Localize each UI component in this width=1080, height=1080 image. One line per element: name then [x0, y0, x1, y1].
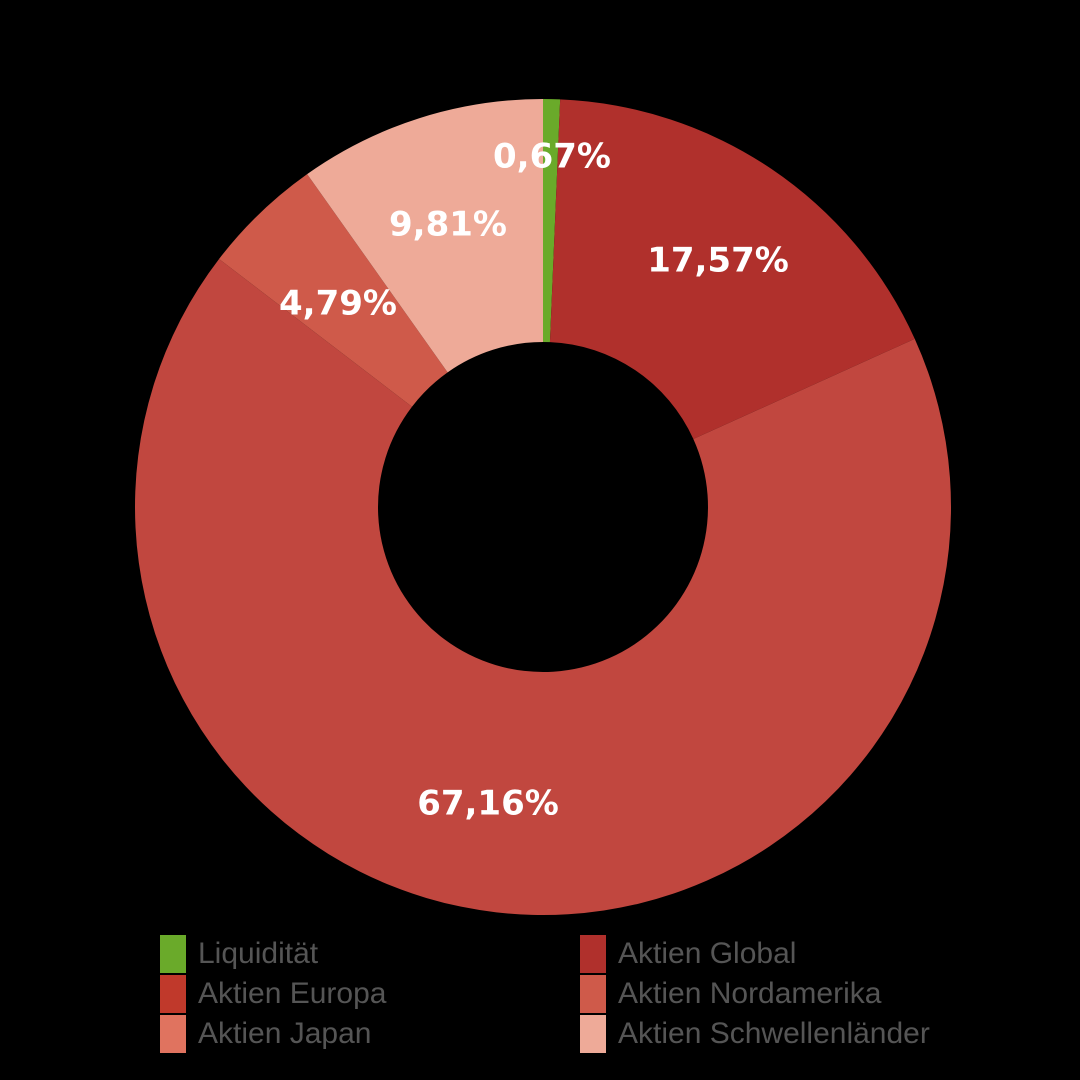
legend-swatch	[160, 935, 186, 973]
legend-item-aktien-global: Aktien Global	[580, 935, 960, 973]
slice-value-label: 9,81%	[389, 205, 507, 245]
legend-item-aktien-schwellenlaender: Aktien Schwellenländer	[580, 1015, 960, 1053]
legend-item-liquiditaet: Liquidität	[160, 935, 580, 973]
legend-swatch	[160, 975, 186, 1013]
donut-slice	[307, 99, 543, 373]
legend-label: Liquidität	[198, 937, 319, 970]
slice-value-label: 67,16%	[417, 784, 559, 824]
donut-slice	[134, 258, 951, 916]
legend-item-aktien-japan: Aktien Japan	[160, 1015, 580, 1053]
slice-value-label: 4,79%	[279, 284, 397, 324]
legend-label: Aktien Europa	[198, 977, 387, 1010]
legend-label: Aktien Nordamerika	[618, 977, 882, 1010]
donut-slice	[219, 174, 448, 407]
slice-value-label: 17,57%	[647, 241, 789, 281]
legend-item-aktien-europa: Aktien Europa	[160, 975, 580, 1013]
legend-swatch	[580, 975, 606, 1013]
slice-value-label: 0,67%	[493, 137, 611, 177]
legend-label: Aktien Japan	[198, 1017, 372, 1050]
chart-legend: Liquidität Aktien Global Aktien Europa A…	[160, 935, 960, 1053]
donut-slice	[549, 99, 915, 440]
donut-slice	[543, 99, 561, 343]
legend-swatch	[580, 935, 606, 973]
legend-item-aktien-nordamerika: Aktien Nordamerika	[580, 975, 960, 1013]
legend-label: Aktien Schwellenländer	[618, 1017, 930, 1050]
legend-swatch	[160, 1015, 186, 1053]
legend-swatch	[580, 1015, 606, 1053]
legend-label: Aktien Global	[618, 937, 797, 970]
